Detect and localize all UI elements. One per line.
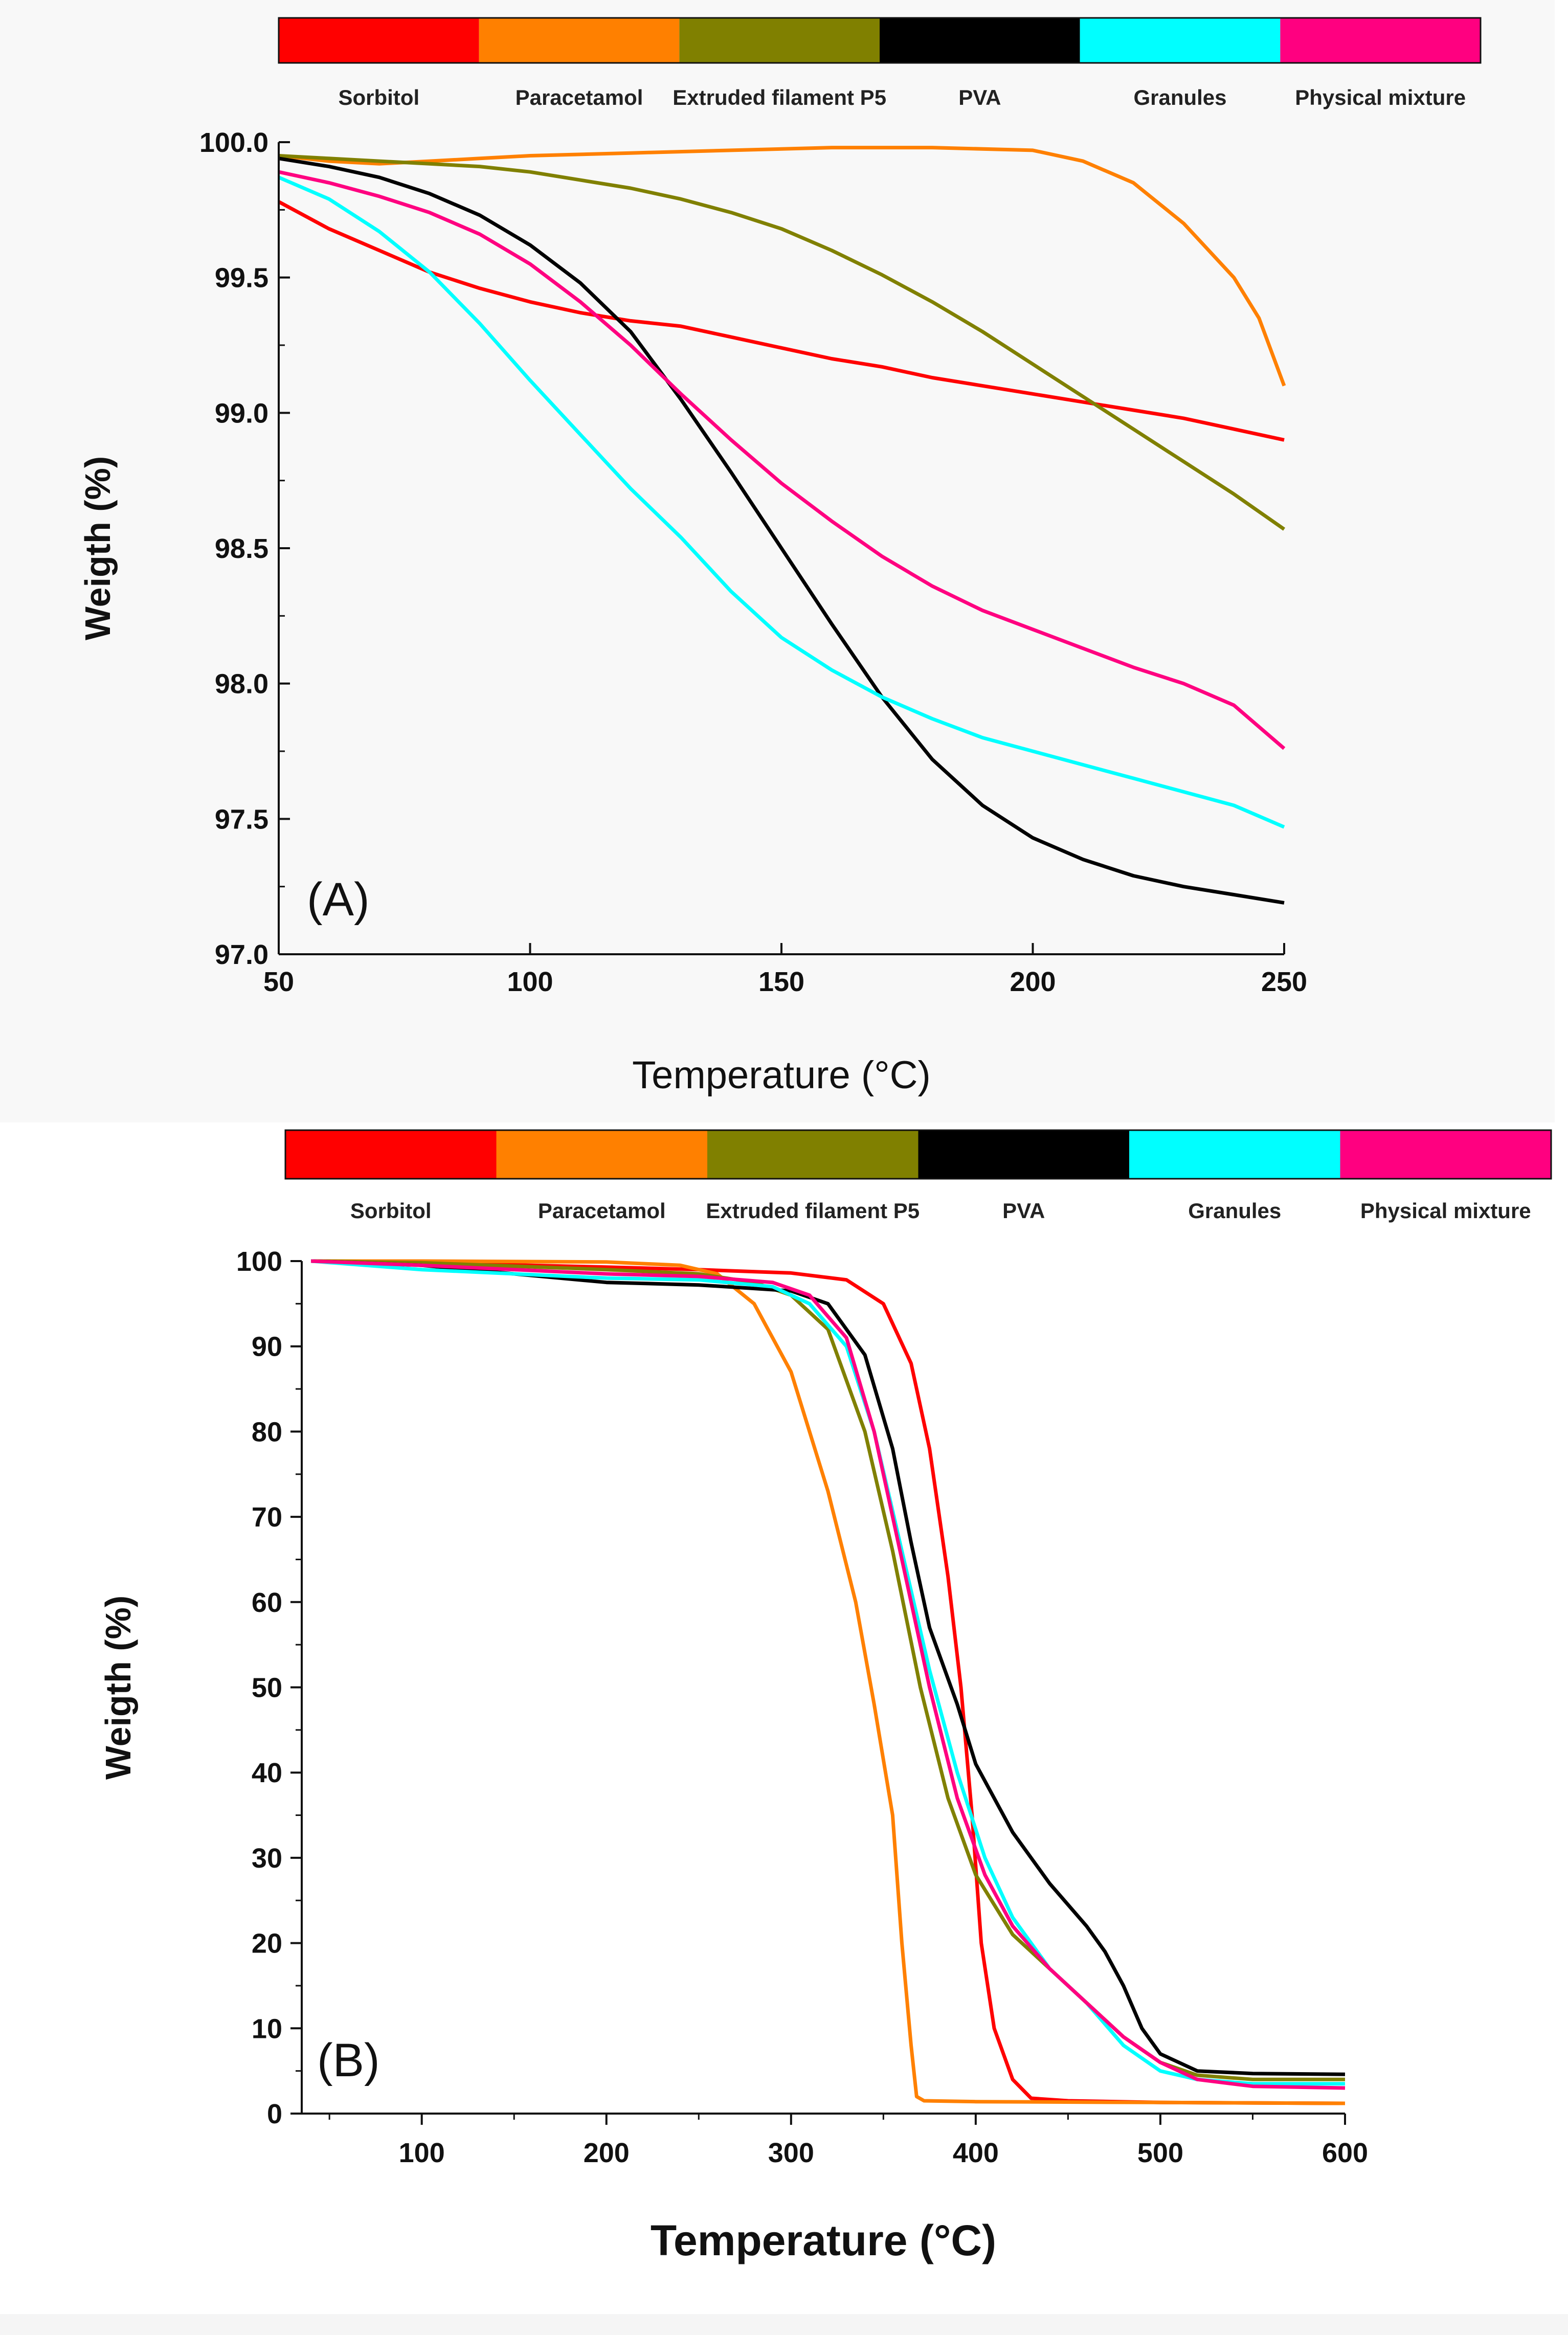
x-axis-title-a: Temperature (°C) bbox=[632, 1053, 931, 1097]
x-tick-label-a: 50 bbox=[263, 967, 294, 997]
y-ticks-b: 0 10 20 30 40 50 60 70 80 90 100 bbox=[236, 1246, 302, 2129]
panel-a-background bbox=[0, 0, 1555, 1122]
panel-a: 97.0 97.5 98.0 98.5 99.0 99.5 100.0 50 100 150 20… bbox=[78, 127, 1307, 1097]
legend-b: Sorbitol Paracetamol Extruded filament P5 P… bbox=[284, 1129, 1552, 1223]
y-tick-label-b: 20 bbox=[252, 1928, 282, 1959]
x-axis-title-b: Temperature (°C) bbox=[651, 2216, 996, 2264]
y-tick-label-a: 97.0 bbox=[215, 939, 268, 970]
legend-label-pva-b: PVA bbox=[1002, 1199, 1045, 1223]
x-ticks-a: 50 100 150 200 250 bbox=[263, 943, 1307, 997]
panel-b: 0 10 20 30 40 50 60 70 80 90 100 100 200 300 400 500 60… bbox=[98, 1246, 1368, 2264]
series-line-b-granules bbox=[310, 1259, 1345, 2086]
legend-label-sorbitol-b: Sorbitol bbox=[350, 1199, 432, 1223]
legend-swatch-physical-mixture-a bbox=[1280, 18, 1481, 63]
y-tick-label-a: 99.5 bbox=[215, 263, 268, 294]
legend-swatch-pva-b bbox=[918, 1130, 1129, 1179]
y-tick-label-b: 40 bbox=[252, 1758, 282, 1788]
y-axis-title-b: Weigth (%) bbox=[98, 1596, 138, 1780]
series-line-a-sorbitol bbox=[278, 200, 1285, 442]
bottom-strip bbox=[0, 2314, 1568, 2335]
legend-a: Sorbitol Paracetamol Extruded filament P5 P… bbox=[278, 17, 1482, 109]
legend-swatch-extruded-filament-p5-a bbox=[679, 18, 880, 63]
x-tick-label-b: 500 bbox=[1137, 2138, 1183, 2168]
series-line-a-pva bbox=[278, 156, 1285, 905]
legend-swatch-sorbitol-b bbox=[285, 1130, 497, 1179]
series-lines-a bbox=[278, 146, 1286, 905]
x-tick-label-b: 600 bbox=[1322, 2138, 1368, 2168]
y-tick-label-a: 98.5 bbox=[215, 533, 268, 564]
panel-label-a: (A) bbox=[307, 873, 370, 926]
series-line-b-physical-mixture bbox=[310, 1259, 1346, 2090]
x-tick-label-a: 200 bbox=[1010, 967, 1056, 997]
y-tick-label-b: 10 bbox=[252, 2013, 282, 2044]
series-line-b-paracetamol bbox=[311, 1259, 1346, 2105]
y-tick-label-b: 50 bbox=[252, 1673, 282, 1703]
legend-label-physical-mixture-a: Physical mixture bbox=[1295, 85, 1466, 109]
panel-b-background bbox=[0, 1122, 1568, 2314]
x-tick-label-a: 150 bbox=[758, 967, 804, 997]
legend-swatch-pva-a bbox=[880, 18, 1080, 63]
legend-border-a bbox=[278, 17, 1482, 64]
legend-swatch-extruded-filament-p5-b bbox=[707, 1130, 919, 1179]
y-tick-label-b: 100 bbox=[236, 1246, 282, 1277]
x-tick-label-b: 300 bbox=[768, 2138, 814, 2168]
legend-swatch-paracetamol-a bbox=[479, 18, 680, 63]
legend-swatch-sorbitol-a bbox=[279, 18, 479, 63]
legend-label-extruded-filament-p5-a: Extruded filament P5 bbox=[673, 85, 886, 109]
legend-label-sorbitol-a: Sorbitol bbox=[339, 85, 420, 109]
legend-label-physical-mixture-b: Physical mixture bbox=[1360, 1199, 1531, 1223]
x-tick-label-b: 200 bbox=[584, 2138, 630, 2168]
series-lines-b bbox=[310, 1259, 1346, 2105]
y-tick-label-b: 80 bbox=[252, 1417, 282, 1447]
legend-swatch-paracetamol-b bbox=[496, 1130, 707, 1179]
y-tick-label-a: 98.0 bbox=[215, 669, 268, 700]
y-tick-label-b: 30 bbox=[252, 1843, 282, 1874]
series-line-b-pva bbox=[310, 1259, 1346, 2076]
y-tick-label-a: 97.5 bbox=[215, 804, 268, 835]
x-tick-label-b: 400 bbox=[953, 2138, 999, 2168]
y-tick-label-a: 100.0 bbox=[199, 127, 268, 158]
legend-label-granules-b: Granules bbox=[1188, 1199, 1281, 1223]
legend-label-granules-a: Granules bbox=[1133, 85, 1226, 109]
y-ticks-a: 97.0 97.5 98.0 98.5 99.0 99.5 100.0 bbox=[199, 127, 290, 970]
legend-label-pva-a: PVA bbox=[958, 85, 1001, 109]
legend-label-paracetamol-b: Paracetamol bbox=[538, 1199, 666, 1223]
series-line-a-granules bbox=[278, 175, 1285, 829]
legend-swatch-physical-mixture-b bbox=[1340, 1130, 1551, 1179]
x-tick-label-a: 250 bbox=[1261, 967, 1307, 997]
y-tick-label-b: 70 bbox=[252, 1502, 282, 1533]
y-tick-label-b: 0 bbox=[267, 2099, 282, 2129]
x-tick-label-a: 100 bbox=[507, 967, 553, 997]
legend-swatch-granules-a bbox=[1080, 18, 1281, 63]
legend-label-paracetamol-a: Paracetamol bbox=[516, 85, 643, 109]
legend-swatch-granules-b bbox=[1129, 1130, 1340, 1179]
y-tick-label-a: 99.0 bbox=[215, 398, 268, 429]
x-ticks-b: 100 200 300 400 500 600 bbox=[399, 2114, 1368, 2168]
panel-label-b: (B) bbox=[317, 2034, 380, 2086]
series-line-a-physical-mixture bbox=[278, 170, 1286, 750]
series-line-a-extruded-filament-p5 bbox=[278, 154, 1286, 531]
x-tick-label-b: 100 bbox=[399, 2138, 445, 2168]
legend-border-b bbox=[284, 1129, 1552, 1180]
y-tick-label-b: 60 bbox=[252, 1587, 282, 1618]
y-axis-title-a: Weigth (%) bbox=[78, 456, 118, 640]
y-tick-label-b: 90 bbox=[252, 1332, 282, 1362]
legend-label-extruded-filament-p5-b: Extruded filament P5 bbox=[706, 1199, 920, 1223]
